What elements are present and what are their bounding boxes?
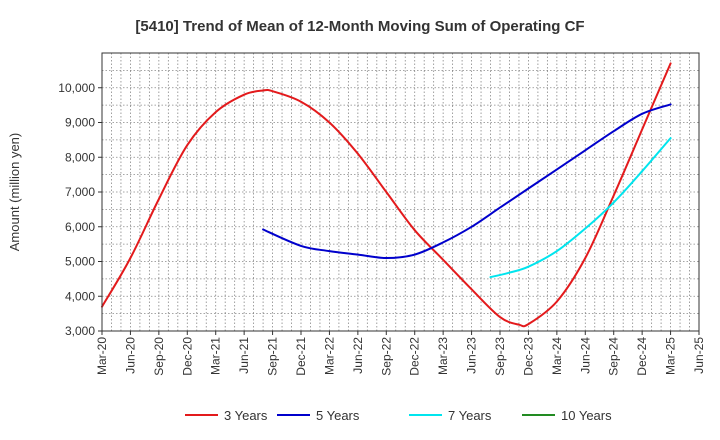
x-tick-label: Dec-21	[294, 337, 308, 376]
x-tick-label: Sep-23	[493, 337, 507, 376]
x-tick-label: Mar-24	[550, 337, 564, 375]
x-tick-label: Sep-22	[379, 337, 393, 376]
x-tick-label: Mar-21	[209, 337, 223, 375]
chart-title: [5410] Trend of Mean of 12-Month Moving …	[135, 18, 584, 35]
grid	[102, 53, 699, 331]
legend: 3 Years 5 Years 7 Years 10 Years	[185, 408, 612, 423]
y-tick-label: 3,000	[65, 324, 95, 338]
x-tick-label: Jun-21	[237, 337, 251, 374]
series-layer	[101, 62, 672, 328]
legend-label-7-years: 7 Years	[448, 408, 492, 423]
x-tick-label: Mar-20	[95, 337, 109, 375]
x-tick-label: Dec-23	[521, 337, 535, 376]
x-tick-label: Mar-22	[322, 337, 336, 375]
y-tick-label: 6,000	[65, 220, 95, 234]
series-line-5-years	[262, 103, 672, 259]
x-tick-label: Dec-24	[635, 337, 649, 376]
x-tick-label: Dec-20	[180, 337, 194, 376]
y-axis: 3,000 4,000 5,000 6,000 7,000 8,000 9,000 10,00…	[58, 81, 102, 338]
legend-label-3-years: 3 Years	[224, 408, 268, 423]
y-tick-label: 5,000	[65, 255, 95, 269]
y-tick-label: 4,000	[65, 289, 95, 303]
x-tick-label: Sep-20	[152, 337, 166, 376]
x-tick-label: Dec-22	[408, 337, 422, 376]
x-tick-label: Sep-24	[607, 337, 621, 376]
y-tick-label: 10,000	[58, 81, 95, 95]
x-tick-label: Jun-22	[351, 337, 365, 374]
y-tick-label: 7,000	[65, 185, 95, 199]
legend-label-10-years: 10 Years	[561, 408, 612, 423]
x-axis: Mar-20 Jun-20 Sep-20 Dec-20 Mar-21 Jun-21 Sep-…	[95, 331, 706, 376]
x-tick-label: Jun-23	[465, 337, 479, 374]
x-tick-label: Mar-23	[436, 337, 450, 375]
series-line-7-years	[489, 137, 672, 279]
x-tick-label: Jun-20	[123, 337, 137, 374]
legend-label-5-years: 5 Years	[316, 408, 360, 423]
y-axis-title: Amount (million yen)	[7, 133, 22, 252]
x-tick-label: Sep-21	[266, 337, 280, 376]
x-tick-label: Jun-24	[578, 337, 592, 374]
x-tick-label: Mar-25	[664, 337, 678, 375]
y-tick-label: 8,000	[65, 150, 95, 164]
series-line-3-years	[101, 62, 672, 328]
y-tick-label: 9,000	[65, 116, 95, 130]
x-tick-label: Jun-25	[692, 337, 706, 374]
